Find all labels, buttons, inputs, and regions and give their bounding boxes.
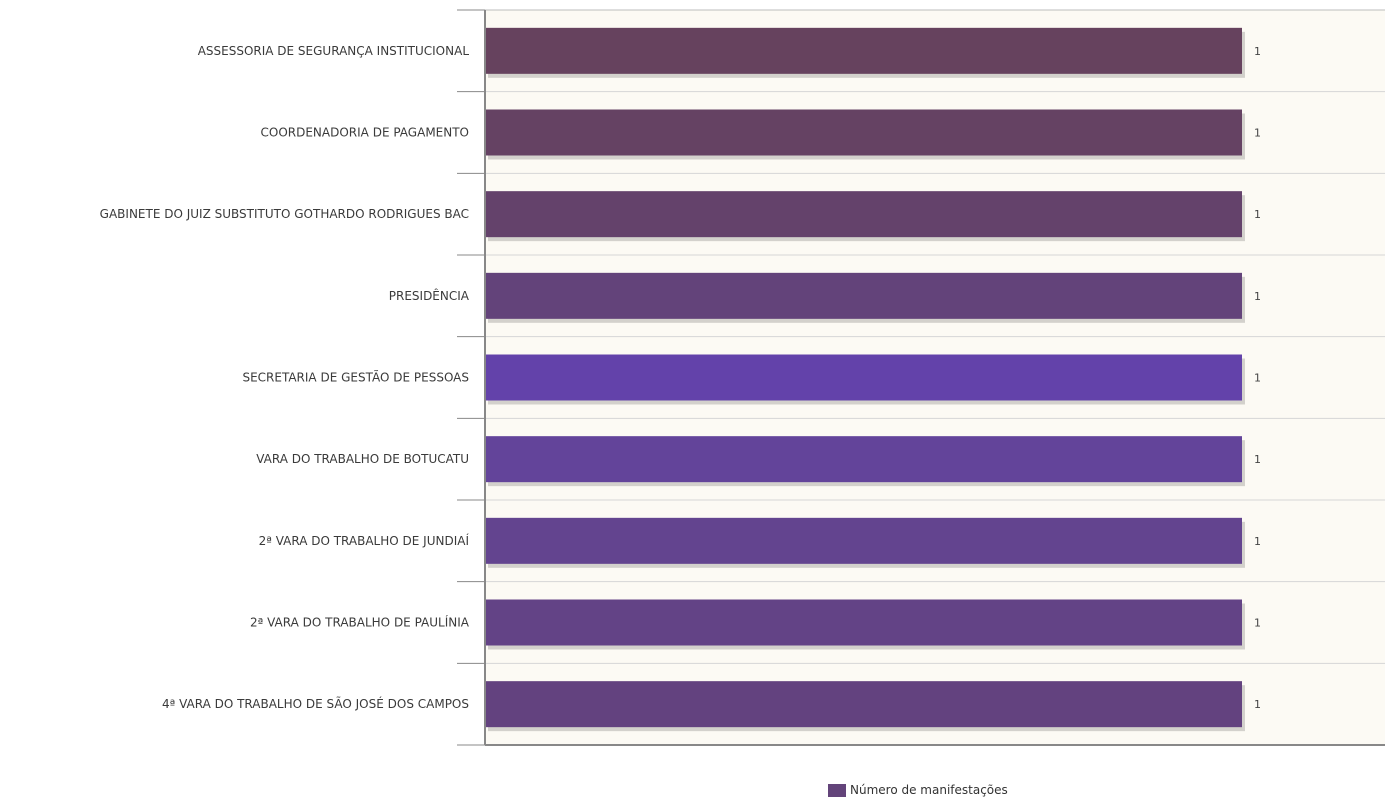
category-label: 2ª VARA DO TRABALHO DE PAULÍNIA: [250, 615, 470, 630]
legend-label: Número de manifestações: [850, 783, 1008, 797]
data-label: 1: [1254, 45, 1261, 58]
data-label: 1: [1254, 535, 1261, 548]
category-label: ASSESSORIA DE SEGURANÇA INSTITUCIONAL: [198, 44, 470, 58]
category-label: COORDENADORIA DE PAGAMENTO: [261, 126, 470, 140]
category-label: 4ª VARA DO TRABALHO DE SÃO JOSÉ DOS CAMP…: [162, 696, 469, 711]
bar: [485, 272, 1242, 319]
bar: [485, 27, 1242, 74]
plot-area: 1 ASSESSORIA DE SEGURANÇA INSTITUCIONAL 1 C…: [100, 9, 1385, 746]
bar: [485, 681, 1242, 728]
category-label: 2ª VARA DO TRABALHO DE JUNDIAÍ: [259, 533, 470, 548]
data-label: 1: [1254, 208, 1261, 221]
data-label: 1: [1254, 617, 1261, 630]
category-label: VARA DO TRABALHO DE BOTUCATU: [256, 452, 469, 466]
category-label: GABINETE DO JUIZ SUBSTITUTO GOTHARDO ROD…: [100, 207, 469, 221]
data-label: 1: [1254, 127, 1261, 140]
bar: [485, 191, 1242, 238]
legend-swatch: [828, 783, 846, 797]
data-label: 1: [1254, 290, 1261, 303]
category-label: PRESIDÊNCIA: [389, 288, 470, 303]
category-label: SECRETARIA DE GESTÃO DE PESSOAS: [242, 370, 469, 385]
bar: [485, 109, 1242, 156]
legend: Número de manifestações: [828, 783, 1008, 797]
data-label: 1: [1254, 453, 1261, 466]
data-label: 1: [1254, 372, 1261, 385]
bar: [485, 354, 1242, 401]
data-label: 1: [1254, 698, 1261, 711]
bar: [485, 436, 1242, 483]
bar: [485, 599, 1242, 646]
bar: [485, 517, 1242, 564]
